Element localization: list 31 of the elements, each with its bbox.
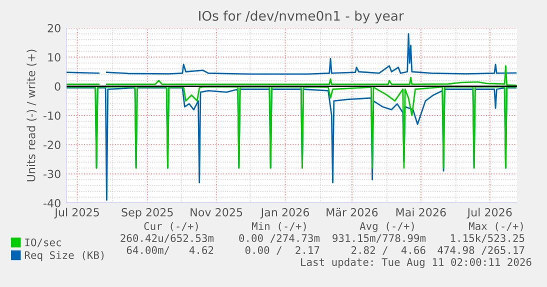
text: 1.15k/523.25	[451, 234, 524, 243]
text: 0.00 /274.73m	[239, 234, 320, 243]
text: 474.98 /265.17	[438, 246, 524, 255]
x-tick-label: Jan 2026	[260, 208, 310, 219]
y-tick-label: -40	[44, 198, 60, 208]
text: 0.00 / 2.17	[245, 246, 320, 255]
y-tick-label: 10	[48, 53, 60, 62]
text: Min (-/+)	[252, 222, 306, 232]
text: Avg (-/+)	[360, 222, 414, 232]
text: Last update: Tue Aug 11 02:00:11 2026	[301, 258, 532, 268]
x-tick-label: Jul 2025	[54, 208, 99, 219]
x-tick-label: Sep 2025	[122, 208, 173, 219]
text: Cur (-/+)	[144, 222, 198, 232]
legend-label: IO/sec	[25, 238, 61, 248]
x-tick-label: Nov 2025	[190, 208, 242, 216]
x-tick-label: Mai 2026	[396, 208, 446, 216]
x-tick-label: Jul 2026	[466, 208, 512, 219]
y-tick-label: 20	[48, 24, 60, 32]
text: Max (-/+)	[468, 222, 523, 232]
legend-label: Req Size (KB)	[24, 251, 104, 262]
text: 931.15m/778.99m	[332, 234, 426, 243]
y-axis-title: Units read (-) / write (+)	[26, 50, 37, 182]
chart-title: IOs for /dev/nvme0n1 - by year	[199, 10, 404, 24]
text: 260.42u/652.53m	[120, 234, 214, 243]
y-tick-label: -30	[44, 170, 60, 178]
y-tick-label: -20	[44, 140, 60, 150]
y-tick-label: 0	[54, 82, 60, 91]
x-tick-label: Mär 2026	[326, 208, 378, 216]
text: 2.82 / 4.66	[352, 246, 426, 255]
y-tick-label: -10	[44, 111, 60, 120]
text: 64.00m/ 4.62	[126, 246, 214, 255]
